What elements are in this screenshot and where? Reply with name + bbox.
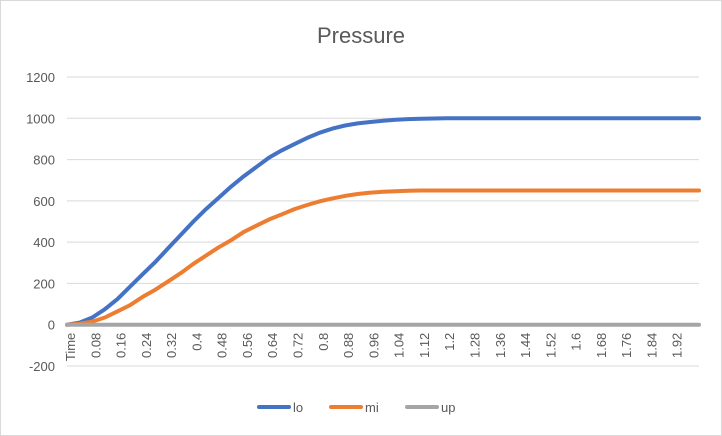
y-tick-label: 800 xyxy=(33,153,55,168)
legend-label-mi: mi xyxy=(365,400,379,415)
y-axis-tick-labels: -200 0 200 400 600 800 1000 1200 xyxy=(26,70,55,374)
x-axis-tick-labels: Time 0.08 0.16 0.24 0.32 0.4 0.48 0.56 0.64 0.72 0… xyxy=(63,333,685,361)
x-tick-label: 0.64 xyxy=(265,333,280,358)
series-line-lo xyxy=(65,116,701,327)
x-tick-label: 1.2 xyxy=(442,333,457,351)
x-tick-label: 0.08 xyxy=(88,333,103,358)
x-tick-label: 0.96 xyxy=(366,333,381,358)
x-tick-label: 1.84 xyxy=(644,333,659,358)
x-tick-label: 1.76 xyxy=(619,333,634,358)
x-tick-label: 1.12 xyxy=(417,333,432,358)
x-tick-label: 1.44 xyxy=(518,333,533,358)
y-tick-label: 0 xyxy=(48,318,55,333)
x-tick-label: 0.16 xyxy=(114,333,129,358)
x-tick-label: 0.32 xyxy=(164,333,179,358)
x-tick-label: 0.8 xyxy=(316,333,331,351)
y-tick-label: 1200 xyxy=(26,70,55,85)
x-tick-label: 0.24 xyxy=(139,333,154,358)
x-tick-label: 1.92 xyxy=(670,333,685,358)
x-tick-label: 0.72 xyxy=(291,333,306,358)
series-line-mi xyxy=(65,188,701,327)
x-tick-label: 1.6 xyxy=(569,333,584,351)
chart-title: Pressure xyxy=(317,23,405,48)
x-tick-label: 0.88 xyxy=(341,333,356,358)
x-tick-label: 0.56 xyxy=(240,333,255,358)
x-tick-label: 1.52 xyxy=(543,333,558,358)
y-tick-label: -200 xyxy=(29,359,55,374)
x-tick-label: 1.04 xyxy=(392,333,407,358)
x-tick-label: 1.28 xyxy=(467,333,482,358)
legend-label-up: up xyxy=(441,400,455,415)
x-tick-label: 0.4 xyxy=(189,333,204,351)
y-tick-label: 1000 xyxy=(26,111,55,126)
y-tick-label: 600 xyxy=(33,194,55,209)
y-tick-label: 400 xyxy=(33,235,55,250)
x-tick-label: 1.68 xyxy=(594,333,609,358)
legend-label-lo: lo xyxy=(293,400,303,415)
y-tick-label: 200 xyxy=(33,276,55,291)
x-tick-label: 0.48 xyxy=(215,333,230,358)
legend: lo mi up xyxy=(257,400,455,415)
x-tick-label: 1.36 xyxy=(493,333,508,358)
x-tick-label: Time xyxy=(63,333,78,361)
series-lines xyxy=(65,116,701,327)
